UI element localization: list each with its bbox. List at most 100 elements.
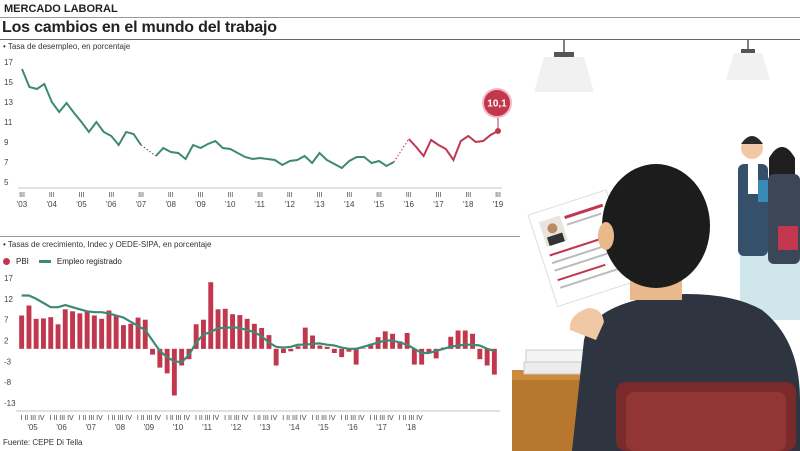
x-quarter-label: I II III IV — [282, 415, 306, 422]
x-quarter-label: I II III IV — [79, 415, 103, 422]
gdp-bar — [317, 345, 323, 349]
gdp-bar — [353, 348, 359, 365]
x-year-label: '07 — [136, 200, 147, 209]
person-hair — [769, 147, 795, 180]
x-year-label: '17 — [376, 423, 387, 432]
avatar-icon — [547, 223, 558, 234]
x-year-label: '11 — [255, 200, 265, 209]
x-year-label: '15 — [318, 423, 329, 432]
y-tick-label: 17 — [4, 274, 13, 283]
x-quarter-label: III — [495, 192, 501, 199]
gdp-bar — [455, 330, 461, 349]
avatar-suit — [546, 232, 565, 247]
gdp-bar — [142, 319, 148, 349]
gdp-bar — [426, 348, 432, 353]
x-year-label: '10 — [173, 423, 184, 432]
resume-line — [549, 234, 613, 257]
gdp-bar — [99, 318, 105, 349]
paper-stack — [525, 349, 585, 363]
x-quarter-label: III — [49, 192, 55, 199]
gdp-bar — [171, 348, 177, 396]
gdp-bar — [361, 348, 366, 349]
x-year-label: '13 — [260, 423, 271, 432]
unemployment-line-recent — [408, 130, 499, 163]
gdp-bar — [484, 348, 490, 366]
y-tick-label: 17 — [4, 58, 13, 67]
x-year-label: '11 — [202, 423, 212, 432]
x-quarter-label: I II III IV — [20, 415, 44, 422]
gdp-bar — [273, 348, 279, 366]
person-body — [768, 174, 800, 264]
top-divider — [0, 17, 800, 18]
legend: PBI Empleo registrado — [3, 257, 122, 266]
office-illustration — [512, 40, 800, 451]
x-quarter-label: III — [406, 192, 412, 199]
unemployment-chart: 57911131517III'03III'04III'05III'06III'0… — [4, 58, 512, 209]
interviewer-ear — [598, 222, 614, 250]
y-tick-label: 2 — [4, 337, 9, 346]
gdp-bar — [33, 318, 39, 349]
x-year-label: '08 — [166, 200, 177, 209]
x-quarter-label: III — [168, 192, 174, 199]
x-quarter-label: III — [346, 192, 352, 199]
resume-line — [566, 212, 602, 226]
page-title: Los cambios en el mundo del trabajo — [2, 19, 277, 36]
y-tick-label: -3 — [4, 357, 12, 366]
x-quarter-label: I II III IV — [253, 415, 277, 422]
interviewer-hand — [569, 308, 604, 340]
x-quarter-label: I II III IV — [108, 415, 132, 422]
y-tick-label: 9 — [4, 138, 9, 147]
resume-line — [559, 268, 618, 289]
y-tick-label: 15 — [4, 78, 13, 87]
y-tick-label: 5 — [4, 178, 9, 187]
x-year-label: '13 — [314, 200, 325, 209]
gdp-bar — [193, 324, 199, 349]
annotation-value: 10,1 — [487, 99, 507, 110]
folder-icon — [778, 226, 798, 250]
gdp-bar — [491, 348, 497, 375]
x-year-label: '06 — [56, 423, 67, 432]
gdp-bar — [411, 348, 417, 365]
gdp-bar — [419, 348, 425, 365]
chart-divider — [0, 236, 520, 237]
gdp-bar — [295, 346, 301, 349]
gdp-bar — [470, 333, 475, 349]
x-year-label: '06 — [106, 200, 117, 209]
unemployment-subtitle-text: Tasa de desempleo, en porcentaje — [7, 42, 131, 51]
person-shirt — [748, 164, 758, 194]
chair-cushion — [626, 392, 786, 451]
gdp-bar — [251, 323, 257, 349]
x-year-label: '07 — [86, 423, 97, 432]
x-quarter-label: I II III IV — [311, 415, 335, 422]
x-quarter-label: I II III IV — [195, 415, 219, 422]
x-year-label: '12 — [231, 423, 242, 432]
gdp-bar — [208, 282, 214, 349]
x-quarter-label: I II III IV — [370, 415, 394, 422]
gdp-bar — [230, 314, 235, 349]
gdp-bar — [128, 323, 134, 349]
gdp-bar — [237, 315, 243, 349]
x-quarter-label: I II III IV — [340, 415, 364, 422]
gdp-bar — [48, 317, 54, 349]
growth-subtitle: • Tasas de crecimiento, Indec y OEDE-SIP… — [3, 240, 211, 249]
gdp-bar — [310, 335, 315, 349]
gdp-bar — [19, 315, 25, 349]
annotation-bubble — [482, 88, 512, 118]
x-year-label: '17 — [433, 200, 444, 209]
y-tick-label: -8 — [4, 378, 12, 387]
x-year-label: '14 — [344, 200, 355, 209]
x-quarter-label: III — [376, 192, 382, 199]
gap-connector — [140, 144, 157, 157]
gdp-bar — [91, 315, 97, 349]
resume-line — [554, 251, 611, 272]
paper-stack — [523, 361, 585, 375]
gdp-bar — [302, 327, 308, 349]
x-year-label: '19 — [493, 200, 504, 209]
gdp-legend-icon — [3, 258, 10, 265]
gdp-bar — [244, 318, 250, 349]
x-year-label: '16 — [347, 423, 358, 432]
title-divider — [0, 39, 800, 40]
gdp-bar — [462, 330, 468, 349]
x-year-label: '09 — [144, 423, 155, 432]
x-quarter-label: III — [19, 192, 25, 199]
